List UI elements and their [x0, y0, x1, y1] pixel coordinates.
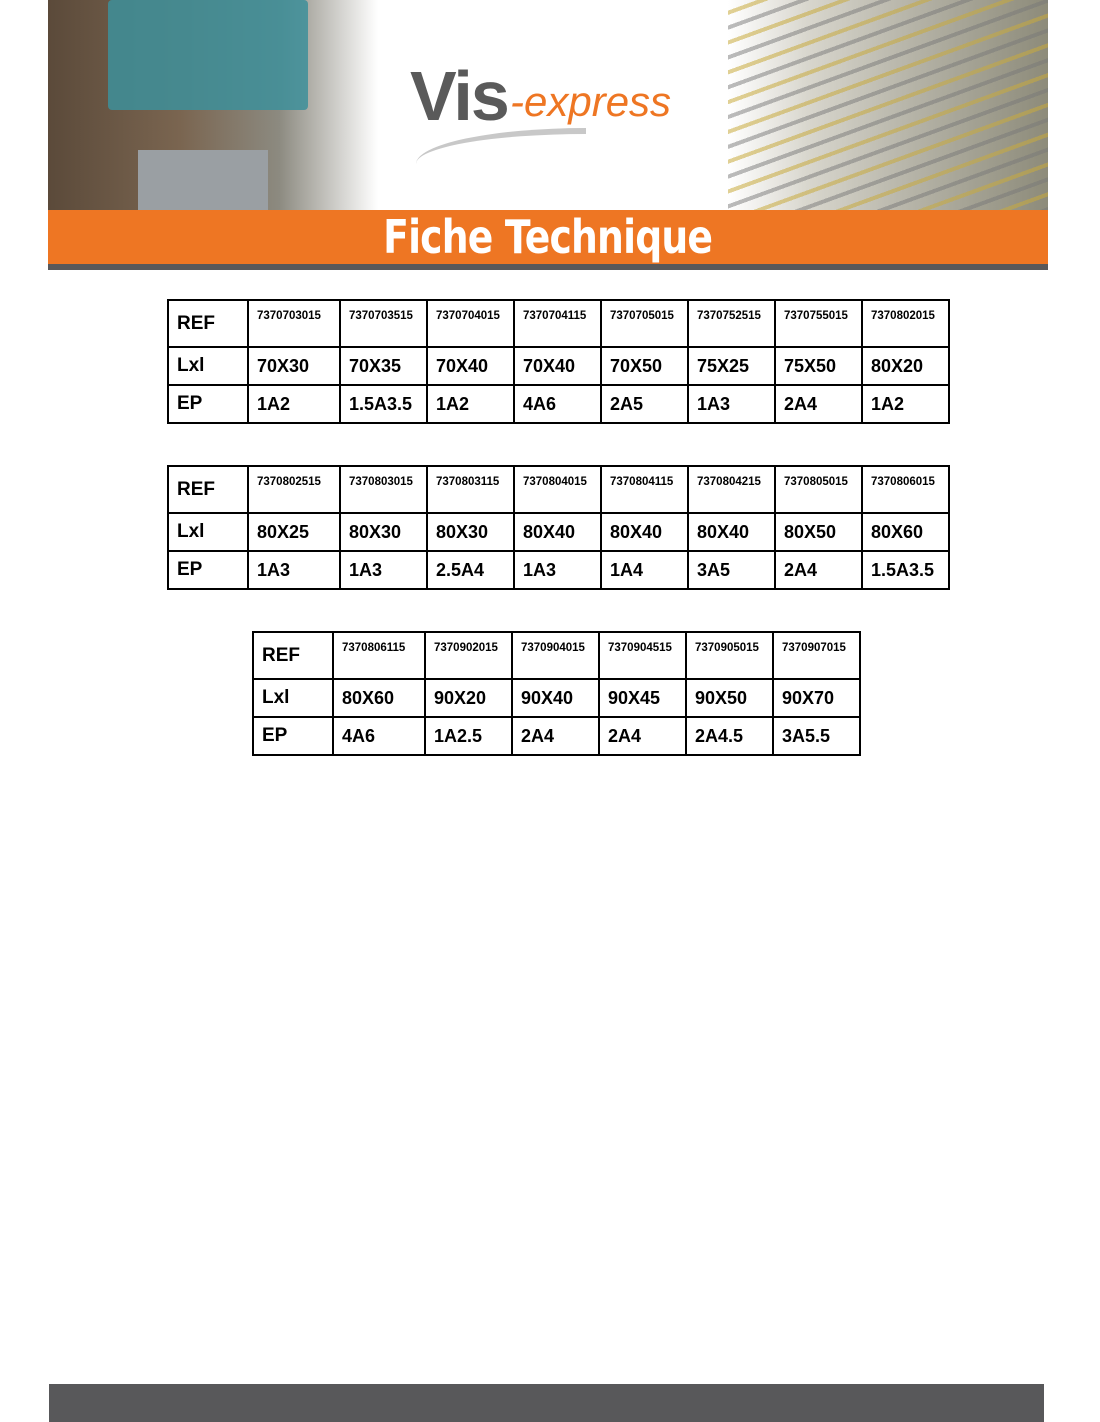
size-cell: 80X40 [600, 512, 689, 552]
ep-cell: 2A4 [511, 716, 600, 756]
ref-cell: 7370806115 [332, 631, 426, 680]
row-label: EP [167, 550, 249, 590]
spec-table-1: REF 7370703015 7370703515 7370704015 7370704… [167, 299, 950, 424]
ref-cell: 7370704115 [513, 299, 602, 348]
row-label: REF [167, 299, 249, 348]
ref-cell: 7370904015 [511, 631, 600, 680]
ref-cell: 7370803115 [426, 465, 515, 514]
ep-cell: 1A2 [247, 384, 341, 424]
row-label: Lxl [167, 346, 249, 386]
footer-bar [49, 1384, 1044, 1422]
ep-cell: 1A2 [426, 384, 515, 424]
ref-cell: 7370703515 [339, 299, 428, 348]
ep-cell: 3A5 [687, 550, 776, 590]
size-cell: 80X40 [513, 512, 602, 552]
ep-cell: 2A4 [598, 716, 687, 756]
ep-cell: 1A2 [861, 384, 950, 424]
header-banner: Vis -express Fiche Technique [48, 0, 1048, 270]
ref-cell: 7370904515 [598, 631, 687, 680]
size-cell: 90X50 [685, 678, 774, 718]
row-label: Lxl [252, 678, 334, 718]
row-label: REF [252, 631, 334, 680]
ep-cell: 2A4.5 [685, 716, 774, 756]
ep-row: EP 4A6 1A2.5 2A4 2A4 2A4.5 3A5.5 [252, 716, 861, 756]
ref-cell: 7370704015 [426, 299, 515, 348]
title-band: Fiche Technique [48, 210, 1048, 264]
ref-cell: 7370705015 [600, 299, 689, 348]
size-cell: 80X60 [332, 678, 426, 718]
size-cell: 80X60 [861, 512, 950, 552]
screws-photo [728, 0, 1048, 210]
size-cell: 75X25 [687, 346, 776, 386]
ep-cell: 1A3 [513, 550, 602, 590]
row-label: REF [167, 465, 249, 514]
row-label: EP [252, 716, 334, 756]
size-cell: 80X25 [247, 512, 341, 552]
ref-cell: 7370905015 [685, 631, 774, 680]
ep-row: EP 1A3 1A3 2.5A4 1A3 1A4 3A5 2A4 1.5A3.5 [167, 550, 950, 590]
size-cell: 70X50 [600, 346, 689, 386]
ep-cell: 1.5A3.5 [861, 550, 950, 590]
size-cell: 80X30 [339, 512, 428, 552]
ep-cell: 1A3 [339, 550, 428, 590]
ref-cell: 7370752515 [687, 299, 776, 348]
ep-cell: 1A4 [600, 550, 689, 590]
size-cell: 80X50 [774, 512, 863, 552]
ep-cell: 1A3 [687, 384, 776, 424]
ep-cell: 4A6 [513, 384, 602, 424]
size-row: Lxl 80X60 90X20 90X40 90X45 90X50 90X70 [252, 678, 861, 718]
size-cell: 70X30 [247, 346, 341, 386]
spec-table-2: REF 7370802515 7370803015 7370803115 7370804… [167, 465, 950, 590]
row-label: Lxl [167, 512, 249, 552]
size-cell: 70X40 [513, 346, 602, 386]
ref-cell: 7370802015 [861, 299, 950, 348]
divider [48, 264, 1048, 270]
size-cell: 90X70 [772, 678, 861, 718]
ref-row: REF 7370703015 7370703515 7370704015 7370704… [167, 299, 950, 348]
ep-cell: 4A6 [332, 716, 426, 756]
spec-table-3: REF 7370806115 7370902015 7370904015 7370904… [252, 631, 861, 756]
ep-cell: 1A3 [247, 550, 341, 590]
ep-cell: 3A5.5 [772, 716, 861, 756]
ref-cell: 7370703015 [247, 299, 341, 348]
vis-express-logo: Vis -express [410, 56, 700, 166]
size-cell: 80X30 [426, 512, 515, 552]
size-row: Lxl 70X30 70X35 70X40 70X40 70X50 75X25 75X50 80… [167, 346, 950, 386]
ref-cell: 7370902015 [424, 631, 513, 680]
size-cell: 70X35 [339, 346, 428, 386]
page-title: Fiche Technique [383, 210, 713, 264]
tools-photo [48, 0, 378, 210]
size-cell: 80X20 [861, 346, 950, 386]
size-row: Lxl 80X25 80X30 80X30 80X40 80X40 80X40 80X50 80… [167, 512, 950, 552]
size-cell: 80X40 [687, 512, 776, 552]
ref-row: REF 7370806115 7370902015 7370904015 7370904… [252, 631, 861, 680]
ref-cell: 7370755015 [774, 299, 863, 348]
ref-cell: 7370802515 [247, 465, 341, 514]
ref-row: REF 7370802515 7370803015 7370803115 7370804… [167, 465, 950, 514]
size-cell: 70X40 [426, 346, 515, 386]
size-cell: 90X20 [424, 678, 513, 718]
ep-cell: 2.5A4 [426, 550, 515, 590]
ref-cell: 7370803015 [339, 465, 428, 514]
size-cell: 75X50 [774, 346, 863, 386]
ep-cell: 1A2.5 [424, 716, 513, 756]
ep-row: EP 1A2 1.5A3.5 1A2 4A6 2A5 1A3 2A4 1A2 [167, 384, 950, 424]
ref-cell: 7370805015 [774, 465, 863, 514]
ref-cell: 7370804215 [687, 465, 776, 514]
ep-cell: 2A4 [774, 384, 863, 424]
ep-cell: 2A5 [600, 384, 689, 424]
ep-cell: 1.5A3.5 [339, 384, 428, 424]
ref-cell: 7370806015 [861, 465, 950, 514]
row-label: EP [167, 384, 249, 424]
ref-cell: 7370804015 [513, 465, 602, 514]
size-cell: 90X40 [511, 678, 600, 718]
ref-cell: 7370804115 [600, 465, 689, 514]
size-cell: 90X45 [598, 678, 687, 718]
ep-cell: 2A4 [774, 550, 863, 590]
ref-cell: 7370907015 [772, 631, 861, 680]
